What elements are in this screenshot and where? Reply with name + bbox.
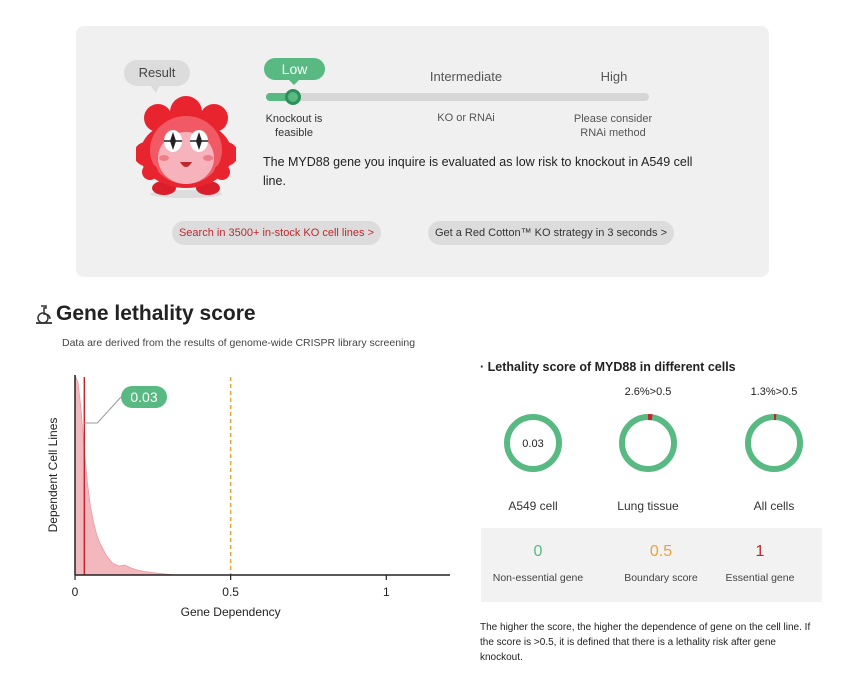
legend-value: 0: [533, 543, 543, 560]
donut-label: A549 cell: [508, 499, 558, 513]
risk-low-caption: Knockout is feasible: [265, 113, 323, 139]
result-card: Result Low Intermediate High Knockout is…: [76, 26, 769, 277]
marker-badge: [121, 386, 167, 408]
donut-all-cells: 1.3%>0.5 All cells: [729, 386, 819, 521]
x-axis-label: Gene Dependency: [181, 605, 281, 619]
donut-lung-tissue: 2.6%>0.5 Lung tissue: [603, 386, 693, 521]
donut-ring: 0.03: [504, 414, 562, 472]
donut-center-value: 0.03: [522, 438, 543, 450]
legend-value: 0.5: [649, 543, 673, 560]
x-tick-label: 1: [383, 585, 390, 599]
risk-high-caption: Please consider RNAi method: [573, 113, 653, 139]
gene-dependency-chart: 0.03 0 0.5 1 Gene Dependency Dependent Cel…: [46, 374, 450, 619]
search-ko-cell-lines-button[interactable]: Search in 3500+ in-stock KO cell lines >: [172, 221, 381, 245]
donut-ring: [619, 414, 677, 472]
risk-level-low: Low: [264, 58, 325, 85]
score-explanation: The higher the score, the higher the dep…: [480, 622, 811, 663]
donut-ring: [745, 414, 803, 472]
result-text: The MYD88 gene you inquire is evaluated …: [263, 155, 693, 188]
score-legend: 0 Non-essential gene 0.5 Boundary score …: [481, 528, 822, 602]
legend-label: Boundary score: [624, 572, 698, 584]
x-ticks: 0 0.5 1: [72, 575, 390, 599]
result-bubble: Result: [124, 60, 190, 93]
lethality-panel-title: · Lethality score of MYD88 in different …: [480, 360, 736, 374]
donut-percent: 1.3%>0.5: [750, 386, 798, 398]
risk-slider-fill: [266, 93, 293, 101]
x-tick-label: 0.5: [222, 585, 239, 599]
risk-slider: [266, 89, 649, 105]
section-subtitle: Data are derived from the results of gen…: [62, 337, 416, 349]
marker-value: 0.03: [130, 389, 157, 405]
risk-intermediate-caption: KO or RNAi: [437, 112, 495, 124]
risk-level-intermediate: Intermediate: [429, 69, 503, 84]
donut-label: All cells: [753, 499, 795, 513]
legend-label: Non-essential gene: [492, 572, 584, 584]
donut-a549: 0.03 A549 cell: [488, 386, 578, 521]
red-cotton-mascot-icon: [136, 96, 236, 198]
marker-leader-line: [84, 396, 122, 424]
y-axis-label: Dependent Cell Lines: [46, 418, 60, 533]
legend-label: Essential gene: [725, 572, 795, 584]
legend-value: 1: [755, 543, 765, 560]
x-tick-label: 0: [72, 585, 79, 599]
flask-icon: [36, 305, 52, 324]
get-ko-strategy-button[interactable]: Get a Red Cotton™ KO strategy in 3 secon…: [428, 221, 674, 245]
risk-slider-knob: [284, 89, 301, 105]
risk-level-high: High: [600, 69, 628, 84]
donut-percent: 2.6%>0.5: [624, 386, 672, 398]
donut-label: Lung tissue: [617, 499, 679, 513]
section-title: Gene lethality score: [56, 302, 256, 325]
